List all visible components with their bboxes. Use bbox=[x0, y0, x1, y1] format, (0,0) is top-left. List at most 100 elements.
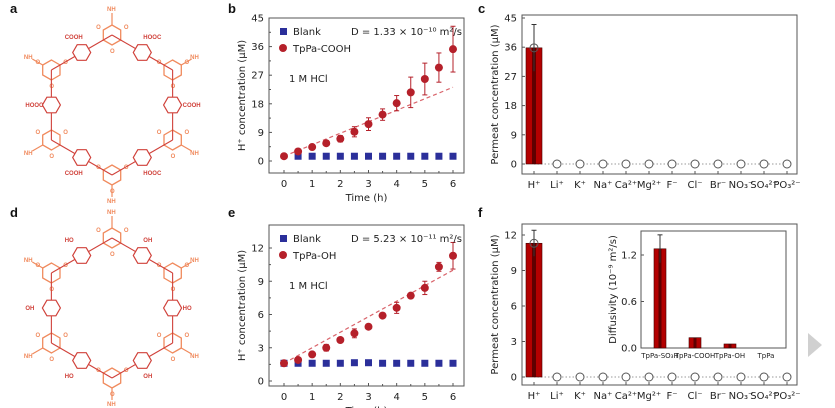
oxygen-label: O bbox=[157, 60, 162, 66]
plot-frame bbox=[521, 14, 798, 175]
ion-marker bbox=[667, 372, 677, 382]
x-tick-label: 5 bbox=[422, 179, 428, 190]
substituent-label: OH bbox=[143, 374, 152, 380]
blank-point bbox=[379, 359, 387, 367]
ion-marker bbox=[759, 159, 769, 169]
ion-marker bbox=[713, 372, 723, 382]
substituent-label: COOH bbox=[65, 35, 83, 41]
substituent-label: HO bbox=[183, 306, 192, 312]
legend-blank-label: Blank bbox=[293, 27, 321, 38]
sample-point bbox=[449, 45, 457, 54]
oxygen-label: O bbox=[63, 60, 68, 66]
phenyl-ring bbox=[132, 247, 152, 264]
bond bbox=[180, 261, 192, 269]
oxygen-label: O bbox=[124, 228, 129, 234]
blank-point bbox=[308, 152, 316, 160]
x-tick-label: 1 bbox=[309, 179, 315, 190]
y-tick-label: 6 bbox=[511, 302, 517, 313]
ion-marker bbox=[598, 159, 608, 169]
oxygen-label: O bbox=[36, 263, 41, 269]
legend-blank-marker bbox=[280, 235, 287, 242]
ion-marker bbox=[736, 372, 746, 382]
nh-label: NH bbox=[24, 151, 33, 157]
y-tick-label: 9 bbox=[258, 277, 264, 288]
x-tick-label: Ca²⁺ bbox=[615, 391, 637, 402]
nh-label: NH bbox=[107, 7, 116, 13]
bond bbox=[180, 347, 192, 355]
nh-label: NH bbox=[107, 199, 116, 205]
oxygen-label: O bbox=[184, 130, 189, 136]
oxygen-label: O bbox=[96, 165, 101, 171]
triketone-ring bbox=[163, 129, 182, 151]
sample-point bbox=[280, 359, 288, 368]
sample-point bbox=[294, 147, 303, 156]
y-tick-label: 9 bbox=[511, 130, 517, 141]
x-tick-label: F⁻ bbox=[666, 391, 677, 402]
x-tick-label: 0 bbox=[281, 179, 287, 190]
sample-point bbox=[378, 311, 387, 320]
x-tick-label: 2 bbox=[337, 179, 343, 190]
y-tick-label: 9 bbox=[258, 128, 264, 139]
blank-point bbox=[322, 152, 330, 160]
ion-marker bbox=[713, 159, 723, 169]
ion-marker bbox=[529, 43, 539, 53]
inset-x-tick-label: TpPa-SO₃H bbox=[640, 352, 678, 360]
blank-point bbox=[393, 152, 401, 160]
blank-point bbox=[393, 359, 401, 367]
oxygen-label: O bbox=[96, 25, 101, 31]
sample-point bbox=[406, 291, 415, 300]
substituent-label: HO bbox=[65, 374, 74, 380]
next-arrow-icon[interactable] bbox=[808, 333, 822, 357]
x-tick-label: PO₃²⁻ bbox=[773, 180, 800, 191]
oxygen-label: O bbox=[184, 263, 189, 269]
sample-point bbox=[336, 134, 345, 143]
oxygen-label: O bbox=[110, 49, 115, 55]
sample-point bbox=[449, 251, 457, 260]
oxygen-label: O bbox=[124, 368, 129, 374]
blank-point bbox=[350, 152, 358, 160]
x-tick-label: 4 bbox=[393, 179, 399, 190]
blank-point bbox=[336, 152, 344, 160]
ion-marker bbox=[598, 372, 608, 382]
triketone-ring bbox=[42, 129, 61, 151]
sample-point bbox=[392, 99, 401, 108]
x-tick-label: Li⁺ bbox=[550, 391, 564, 402]
inset-x-tick-label: TpPa bbox=[757, 352, 775, 360]
ion-marker bbox=[575, 159, 585, 169]
x-tick-label: 6 bbox=[450, 392, 456, 403]
y-tick-label: 36 bbox=[251, 42, 264, 53]
ion-marker bbox=[690, 372, 700, 382]
ion-marker bbox=[644, 159, 654, 169]
x-tick-label: Mg²⁺ bbox=[637, 180, 661, 191]
sample-point bbox=[406, 88, 415, 97]
y-tick-label: 0 bbox=[511, 160, 517, 171]
x-tick-label: 3 bbox=[365, 179, 371, 190]
sample-point bbox=[294, 355, 303, 364]
oxygen-label: O bbox=[96, 368, 101, 374]
inset-bar-shade bbox=[658, 248, 662, 348]
ion-marker bbox=[759, 372, 769, 382]
legend-sample-marker bbox=[279, 251, 287, 259]
triketone-ring bbox=[163, 332, 182, 354]
x-tick-label: SO₄²⁻ bbox=[750, 391, 778, 402]
bond bbox=[180, 58, 192, 66]
inset-y-tick-label: 0.6 bbox=[621, 297, 637, 308]
y-tick-label: 36 bbox=[504, 43, 517, 54]
phenyl-ring bbox=[132, 352, 152, 369]
phenyl-ring bbox=[162, 299, 183, 317]
nh-label: NH bbox=[190, 151, 199, 157]
diffusivity-annotation: D = 5.23 × 10⁻¹¹ m²/s bbox=[351, 234, 462, 245]
substituent-label: COOH bbox=[65, 171, 83, 177]
x-tick-label: 5 bbox=[422, 392, 428, 403]
x-tick-label: Br⁻ bbox=[710, 391, 726, 402]
bond bbox=[180, 144, 192, 152]
nh-label: NH bbox=[107, 402, 116, 408]
x-axis-label: Time (h) bbox=[345, 193, 388, 204]
inset-bar-shade bbox=[728, 343, 732, 348]
x-tick-label: Ca²⁺ bbox=[615, 180, 637, 191]
ion-marker bbox=[552, 159, 562, 169]
blank-point bbox=[322, 359, 330, 367]
